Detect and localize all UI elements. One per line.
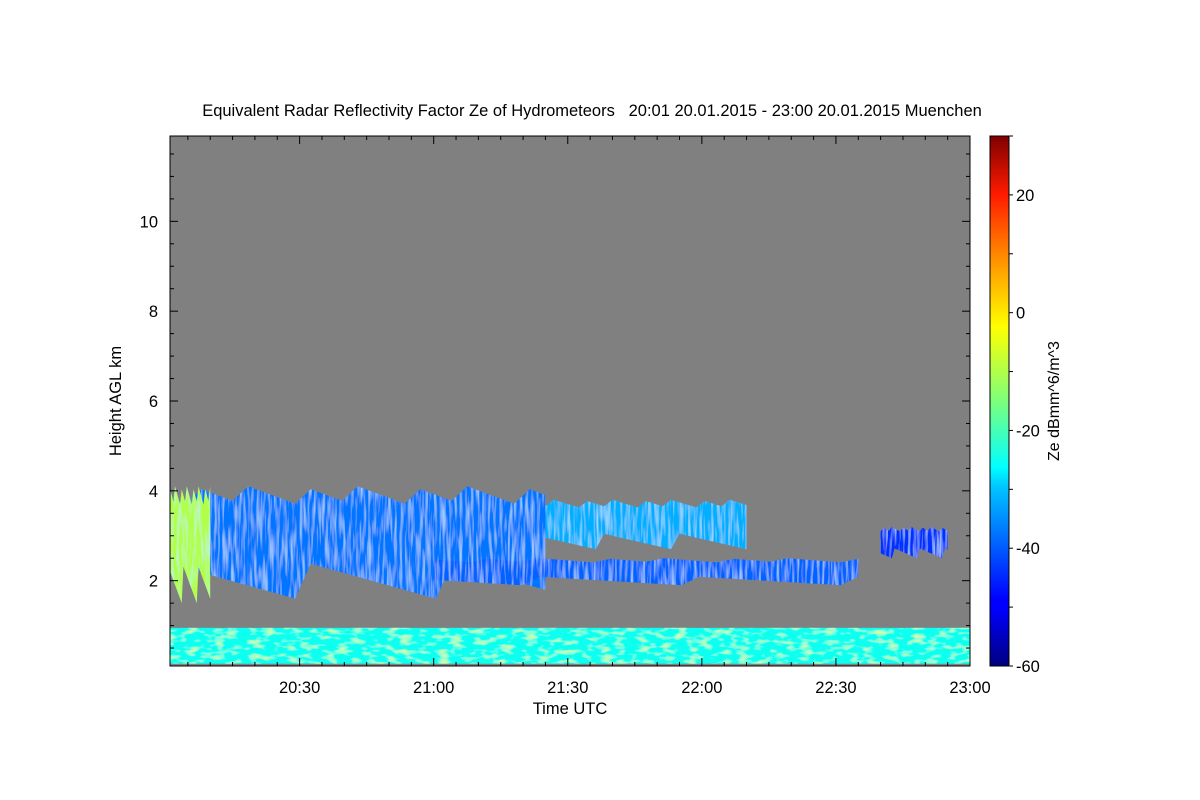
x-tick-label: 21:30: [547, 679, 588, 697]
echo-region-isolated-echo: [880, 526, 948, 559]
colorbar-tick-label: 0: [1016, 305, 1025, 323]
y-tick-label: 8: [149, 303, 158, 321]
x-tick-label: 22:00: [681, 679, 722, 697]
x-tick-label: 22:30: [815, 679, 856, 697]
x-axis-label: Time UTC: [533, 700, 608, 718]
echo-region-cloud-layer-B: [545, 499, 747, 550]
y-axis-label: Height AGL km: [107, 346, 125, 456]
colorbar-ticks: 20 0 -20 -40 -60: [1009, 135, 1040, 676]
plot-area: [169, 135, 971, 667]
x-tick-label: 21:00: [413, 679, 454, 697]
x-tick-label: 20:30: [279, 679, 320, 697]
colorbar-tick-label: -60: [1016, 658, 1040, 676]
colorbar-tick-label: -40: [1016, 540, 1040, 558]
y-tick-label: 4: [149, 483, 158, 501]
colorbar-tick-label: -20: [1016, 422, 1040, 440]
echo-layer: [170, 486, 970, 664]
y-tick-label: 10: [140, 213, 158, 231]
colorbar: 20 0 -20 -40 -60 Ze dBmm^6/m^3: [989, 135, 1063, 676]
y-tick-label: 2: [149, 573, 158, 591]
y-axis: 2 4 6 8 10: [140, 153, 970, 649]
colorbar-tick-label: 20: [1016, 187, 1034, 205]
x-tick-label: 23:00: [949, 679, 990, 697]
echo-region-lower-layer: [433, 558, 859, 586]
echo-region-cloud-layer-A: [170, 486, 546, 599]
colorbar-gradient: [989, 135, 1010, 667]
y-tick-label: 6: [149, 393, 158, 411]
colorbar-label: Ze dBmm^6/m^3: [1046, 341, 1063, 461]
echo-region-intense-core: [170, 486, 211, 604]
echo-region-low-level-band: [170, 627, 970, 664]
chart-title: Equivalent Radar Reflectivity Factor Ze …: [202, 102, 982, 120]
x-axis: 20:30 21:00 21:30 22:00 22:30 23:00: [187, 136, 991, 697]
